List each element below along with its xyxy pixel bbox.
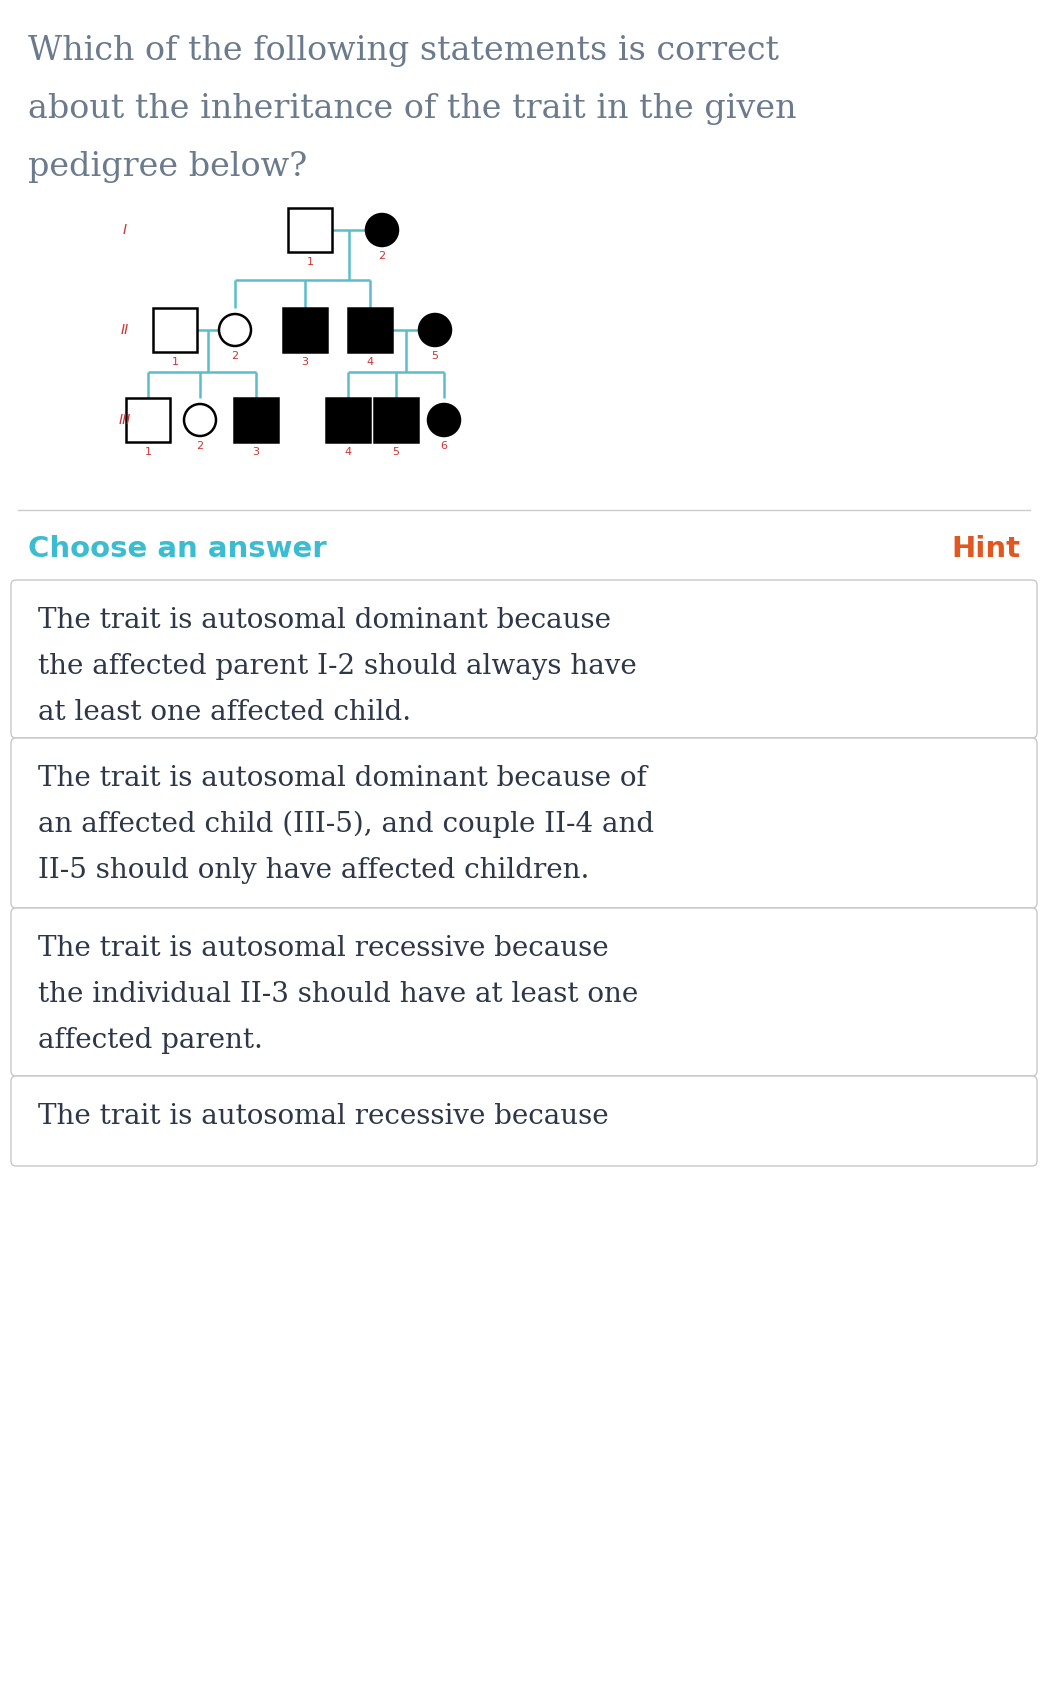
Text: 5: 5 (393, 447, 399, 457)
Text: an affected child (III-5), and couple II-4 and: an affected child (III-5), and couple II… (38, 810, 654, 839)
Text: I: I (123, 223, 127, 236)
Text: 1: 1 (145, 447, 152, 457)
Text: II: II (121, 322, 129, 338)
Text: at least one affected child.: at least one affected child. (38, 699, 411, 726)
Text: 6: 6 (440, 441, 447, 451)
Bar (348, 307, 392, 353)
Text: 2: 2 (378, 252, 386, 262)
Bar (283, 307, 327, 353)
Circle shape (219, 314, 252, 346)
Bar (126, 398, 170, 442)
FancyBboxPatch shape (10, 738, 1038, 908)
Text: 2: 2 (196, 441, 203, 451)
Bar (288, 208, 332, 252)
Text: 1: 1 (306, 257, 313, 267)
Bar (374, 398, 418, 442)
Bar (326, 398, 370, 442)
Text: II-5 should only have affected children.: II-5 should only have affected children. (38, 858, 589, 885)
Text: 5: 5 (432, 351, 438, 361)
Text: Which of the following statements is correct: Which of the following statements is cor… (28, 35, 779, 68)
Text: 3: 3 (253, 447, 260, 457)
Text: The trait is autosomal recessive because: The trait is autosomal recessive because (38, 935, 609, 962)
Circle shape (428, 403, 460, 436)
Text: The trait is autosomal dominant because: The trait is autosomal dominant because (38, 608, 611, 635)
Text: Choose an answer: Choose an answer (28, 535, 327, 564)
Text: 4: 4 (367, 356, 373, 366)
Text: about the inheritance of the trait in the given: about the inheritance of the trait in th… (28, 93, 796, 125)
Text: 4: 4 (345, 447, 351, 457)
Circle shape (184, 403, 216, 436)
Bar (234, 398, 278, 442)
FancyBboxPatch shape (10, 1075, 1038, 1166)
Text: 2: 2 (232, 351, 239, 361)
Text: pedigree below?: pedigree below? (28, 150, 307, 182)
Circle shape (366, 214, 398, 246)
Text: the individual II-3 should have at least one: the individual II-3 should have at least… (38, 981, 638, 1008)
Text: 3: 3 (302, 356, 308, 366)
Text: 1: 1 (172, 356, 178, 366)
Text: the affected parent I-2 should always have: the affected parent I-2 should always ha… (38, 653, 637, 680)
Text: III: III (118, 414, 131, 427)
Text: affected parent.: affected parent. (38, 1026, 263, 1053)
Circle shape (419, 314, 451, 346)
Text: Hint: Hint (951, 535, 1020, 564)
Bar (153, 307, 197, 353)
Text: The trait is autosomal dominant because of: The trait is autosomal dominant because … (38, 765, 647, 792)
Text: The trait is autosomal recessive because: The trait is autosomal recessive because (38, 1102, 609, 1129)
FancyBboxPatch shape (10, 581, 1038, 738)
FancyBboxPatch shape (10, 908, 1038, 1075)
